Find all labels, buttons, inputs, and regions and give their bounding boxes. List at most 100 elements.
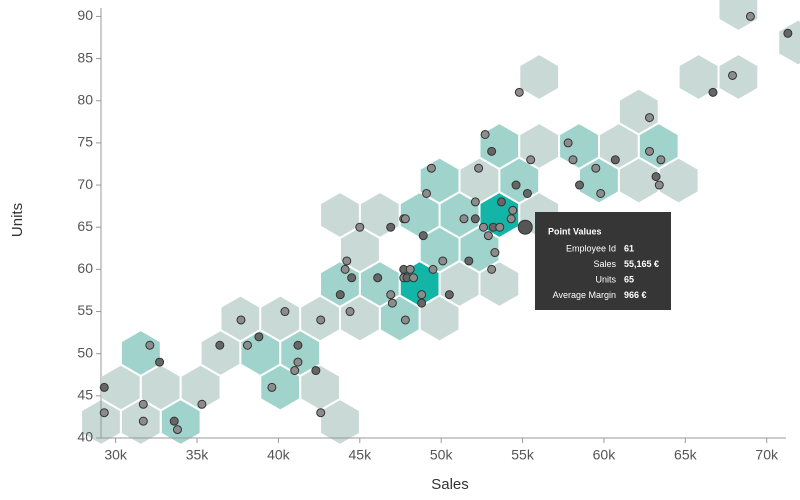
ticks: 30k 35k 40k 45k 50k 55k 60k 65k 70k 40 45 50 55 60 65 7… — [77, 7, 779, 463]
y-tick-label: 75 — [77, 134, 93, 150]
point — [386, 290, 396, 300]
point — [610, 155, 620, 165]
point — [490, 248, 500, 258]
point — [428, 264, 438, 274]
point — [99, 408, 109, 418]
x-tick-label: 65k — [674, 447, 698, 463]
point — [386, 222, 396, 232]
tooltip-value: 966 € — [624, 290, 647, 300]
hex-bin — [518, 52, 561, 102]
point — [459, 214, 469, 224]
point — [405, 264, 415, 274]
point — [311, 366, 321, 376]
point — [745, 11, 755, 21]
point — [387, 298, 397, 308]
point — [645, 146, 655, 156]
point — [267, 382, 277, 392]
point — [418, 231, 428, 241]
point — [506, 214, 516, 224]
point — [514, 87, 524, 97]
tooltip-title: Point Values — [548, 226, 602, 236]
tooltip-label: Sales — [593, 259, 616, 269]
point — [254, 332, 264, 342]
tooltip-label: Average Margin — [553, 290, 616, 300]
point — [470, 214, 480, 224]
point — [242, 340, 252, 350]
y-tick-label: 80 — [77, 91, 93, 107]
point — [335, 290, 345, 300]
y-tick-label: 90 — [77, 7, 93, 23]
point — [290, 366, 300, 376]
y-tick-label: 60 — [77, 260, 93, 276]
point — [568, 155, 578, 165]
point — [478, 222, 488, 232]
point — [236, 315, 246, 325]
point — [347, 273, 357, 283]
point — [783, 28, 793, 38]
point — [464, 256, 474, 266]
point — [470, 197, 480, 207]
point — [487, 146, 497, 156]
tooltip: Point Values Employee Id 61 Sales 55,165 € U… — [535, 212, 671, 310]
point — [508, 205, 518, 215]
point — [417, 298, 427, 308]
point — [342, 256, 352, 266]
point — [145, 340, 155, 350]
point — [495, 222, 505, 232]
tooltip-box — [535, 212, 671, 310]
point — [373, 273, 383, 283]
point — [728, 70, 738, 80]
point — [99, 382, 109, 392]
hex-bin — [518, 121, 561, 171]
point — [522, 188, 532, 198]
highlight-point — [517, 219, 533, 235]
point — [575, 180, 585, 190]
x-tick-label: 70k — [755, 447, 779, 463]
x-tick-label: 60k — [593, 447, 617, 463]
point — [138, 416, 148, 426]
point — [417, 290, 427, 300]
y-tick-label: 65 — [77, 218, 93, 234]
point — [280, 307, 290, 317]
point — [438, 256, 448, 266]
point — [496, 197, 506, 207]
point — [511, 180, 521, 190]
y-tick-label: 55 — [77, 302, 93, 318]
point — [345, 307, 355, 317]
tooltip-value: 61 — [624, 243, 634, 253]
x-tick-label: 55k — [511, 447, 535, 463]
point — [656, 155, 666, 165]
point — [596, 188, 606, 198]
hex-bin — [777, 18, 800, 67]
point — [474, 163, 484, 173]
x-tick-label: 50k — [430, 447, 454, 463]
x-axis-title: Sales — [431, 476, 469, 493]
point — [422, 188, 432, 198]
x-tick-label: 40k — [267, 447, 291, 463]
x-tick-label: 45k — [349, 447, 373, 463]
point — [355, 222, 365, 232]
y-tick-label: 85 — [77, 49, 93, 65]
y-tick-label: 50 — [77, 344, 93, 360]
tooltip-label: Units — [595, 274, 616, 284]
point — [155, 357, 165, 367]
hex-bin — [657, 156, 700, 205]
point — [654, 180, 664, 190]
hex-bin — [617, 156, 660, 205]
point — [340, 264, 350, 274]
x-tick-label: 35k — [186, 447, 210, 463]
point — [400, 214, 410, 224]
x-tick-label: 30k — [104, 447, 128, 463]
tooltip-value: 55,165 € — [624, 259, 659, 269]
y-tick-label: 45 — [77, 387, 93, 403]
y-axis-title: Units — [9, 203, 26, 237]
point — [487, 264, 497, 274]
hex-bin — [717, 0, 760, 33]
point — [526, 155, 536, 165]
hex-bin — [319, 190, 361, 240]
points — [99, 11, 793, 435]
hex-layer — [80, 0, 800, 447]
point — [651, 172, 661, 182]
